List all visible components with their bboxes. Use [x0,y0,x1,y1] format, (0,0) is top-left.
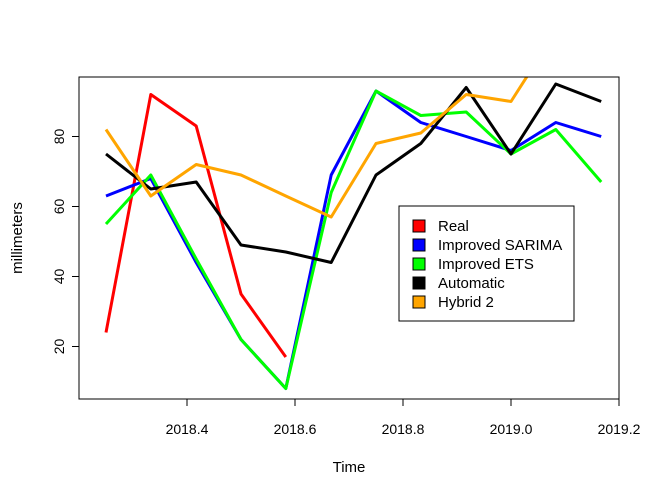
x-tick-label: 2018.4 [166,421,209,437]
x-tick-label: 2019.0 [490,421,533,437]
legend-swatch [412,276,426,290]
series-line-1 [105,89,602,390]
legend-entry: Automatic [438,275,505,292]
y-axis-title: millimeters [9,202,26,274]
x-axis-title: Time [333,459,366,476]
y-axis: 20 40 60 80 [51,129,79,355]
x-axis: 2018.4 2018.6 2018.8 2019.0 2019.2 [166,399,641,437]
legend-swatch [412,238,426,252]
x-tick-label: 2018.8 [382,421,425,437]
plot-frame [78,76,620,400]
series-line-2 [104,89,603,390]
y-tick-label: 80 [51,129,67,145]
series-line-0 [104,93,288,358]
legend-box [398,205,575,322]
series-line-4 [104,77,529,219]
x-tick-label: 2019.2 [598,421,641,437]
legend-entry: Real [438,218,469,235]
legend-swatch [412,295,426,309]
y-tick-label: 40 [51,269,67,285]
y-tick-label: 20 [51,339,67,355]
legend-swatch [412,257,426,271]
legend: Real Improved SARIMA Improved ETS Automatic… [398,205,575,322]
x-tick-label: 2018.6 [274,421,317,437]
legend-entry: Hybrid 2 [438,294,494,311]
legend-swatch [412,219,426,233]
y-tick-label: 60 [51,199,67,215]
series-line-3 [105,82,602,264]
legend-entry: Improved ETS [438,256,534,273]
legend-entry: Improved SARIMA [438,237,562,254]
series-layer [104,77,603,390]
